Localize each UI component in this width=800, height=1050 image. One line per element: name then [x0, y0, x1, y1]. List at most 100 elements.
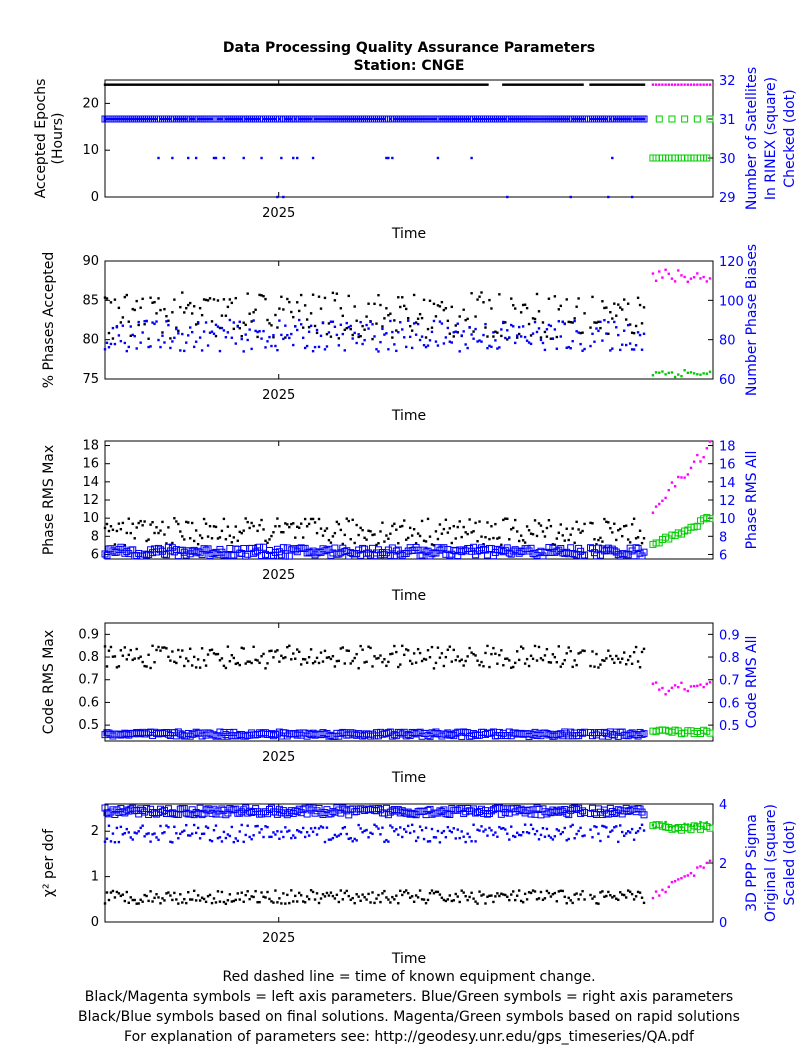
- data-point: [341, 83, 345, 86]
- data-point: [609, 893, 612, 897]
- data-point: [162, 551, 170, 559]
- data-point: [567, 83, 570, 86]
- data-point: [504, 321, 507, 324]
- data-point: [113, 298, 117, 301]
- data-point: [593, 665, 596, 668]
- data-point: [617, 83, 620, 86]
- data-point: [192, 823, 196, 827]
- data-point: [438, 320, 442, 323]
- data-point: [638, 891, 642, 894]
- data-point: [486, 346, 489, 350]
- data-point: [480, 291, 483, 294]
- data-point: [397, 296, 400, 299]
- data-point: [319, 334, 323, 338]
- data-point: [234, 117, 237, 121]
- data-point: [292, 652, 295, 655]
- data-point: [313, 898, 317, 901]
- data-point: [555, 828, 559, 831]
- data-point: [339, 307, 343, 310]
- data-point: [549, 324, 553, 328]
- data-point: [258, 661, 261, 665]
- data-point: [632, 898, 636, 901]
- data-point: [705, 861, 709, 865]
- data-point: [228, 834, 232, 838]
- data-point: [405, 830, 408, 833]
- data-point: [371, 891, 374, 894]
- data-point: [510, 893, 513, 896]
- data-point: [502, 664, 505, 667]
- data-point: [204, 900, 208, 904]
- data-point: [393, 117, 396, 121]
- data-point: [670, 481, 674, 484]
- data-point: [268, 897, 271, 901]
- data-point: [412, 900, 416, 903]
- data-point: [200, 313, 204, 317]
- data-point: [464, 117, 467, 121]
- data-point: [422, 837, 426, 841]
- data-point: [194, 831, 198, 835]
- data-point: [426, 840, 430, 843]
- data-point: [547, 518, 551, 522]
- data-point: [315, 656, 319, 660]
- data-point: [123, 295, 127, 299]
- data-point: [537, 897, 541, 900]
- data-point: [143, 117, 146, 121]
- data-point: [262, 329, 265, 333]
- data-point: [559, 732, 567, 740]
- data-point: [664, 693, 667, 696]
- data-point: [401, 117, 404, 121]
- y-axis-label-right: Checked (dot): [782, 89, 798, 187]
- data-point: [699, 820, 702, 824]
- data-point: [543, 117, 547, 121]
- data-point: [523, 662, 527, 665]
- data-point: [151, 900, 154, 903]
- data-point: [420, 335, 424, 338]
- data-point: [337, 117, 341, 121]
- data-point: [424, 826, 428, 830]
- data-point: [579, 826, 582, 830]
- data-point: [492, 900, 495, 904]
- data-point: [270, 900, 273, 903]
- data-point: [640, 811, 648, 819]
- data-point: [696, 866, 699, 869]
- data-point: [408, 83, 412, 86]
- data-point: [621, 117, 624, 121]
- data-point: [569, 533, 572, 536]
- data-point: [335, 333, 339, 337]
- data-point: [630, 83, 634, 86]
- x-axis-label: Time: [391, 588, 426, 604]
- data-point: [436, 890, 440, 894]
- data-point: [543, 810, 551, 818]
- data-point: [626, 302, 630, 305]
- data-point: [623, 893, 626, 897]
- data-point: [266, 117, 269, 121]
- data-point: [420, 828, 424, 832]
- data-point: [349, 538, 352, 541]
- data-point: [450, 830, 453, 834]
- data-point: [121, 521, 125, 525]
- data-point: [496, 835, 499, 838]
- data-point: [683, 369, 686, 372]
- data-point: [230, 117, 234, 121]
- data-point: [323, 529, 327, 533]
- data-point: [262, 83, 265, 86]
- data-point: [153, 117, 156, 121]
- data-point: [448, 117, 452, 121]
- data-point: [171, 898, 174, 902]
- data-point: [559, 304, 562, 308]
- data-point: [260, 543, 268, 551]
- data-point: [397, 833, 400, 836]
- data-point: [557, 645, 561, 648]
- data-point: [230, 336, 234, 339]
- data-point: [375, 825, 378, 828]
- data-point: [153, 83, 156, 86]
- data-point: [252, 311, 255, 314]
- data-point: [630, 662, 634, 665]
- data-point: [202, 546, 210, 554]
- ytick-right-label: 0.5: [719, 719, 740, 734]
- data-point: [450, 83, 453, 86]
- data-point: [115, 666, 119, 669]
- data-point: [628, 83, 632, 86]
- data-point: [514, 518, 517, 522]
- data-point: [624, 832, 628, 835]
